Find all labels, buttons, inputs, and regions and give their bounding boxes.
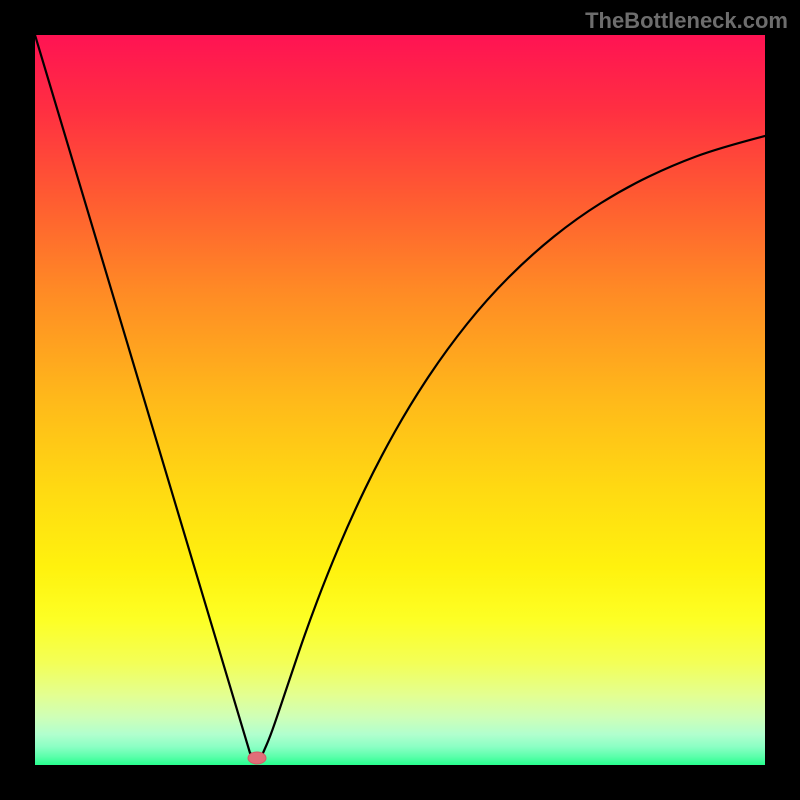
watermark-text: TheBottleneck.com xyxy=(585,8,788,34)
chart-plot-area xyxy=(35,35,765,765)
vertex-marker xyxy=(248,752,266,764)
